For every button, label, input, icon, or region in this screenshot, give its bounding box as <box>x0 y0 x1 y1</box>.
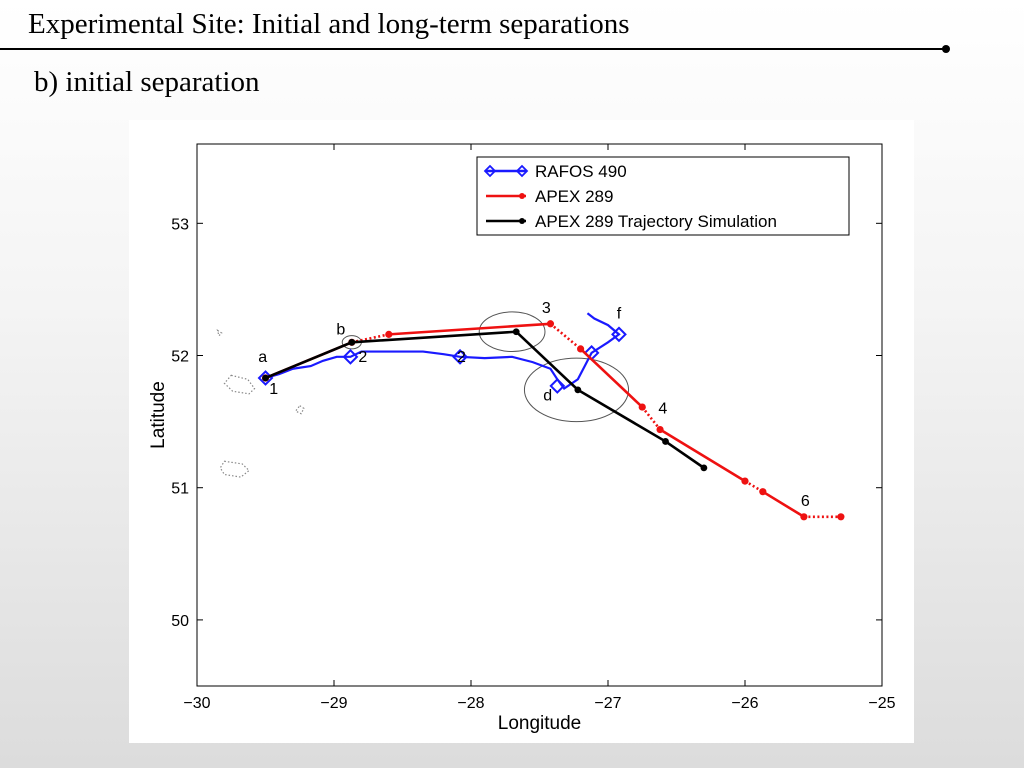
apex-289-point <box>759 488 767 496</box>
apex-289-point <box>656 425 664 434</box>
apex-289-simulation-point <box>662 438 669 445</box>
apex-289-point <box>385 330 393 338</box>
y-tick-label: 50 <box>171 613 189 630</box>
rafos-490-marker <box>452 348 468 365</box>
apex-289-point <box>837 513 845 521</box>
plot-frame <box>196 143 883 687</box>
y-tick-label: 51 <box>171 481 189 498</box>
apex-289-segment <box>641 406 662 431</box>
point-annotation: a <box>258 349 267 366</box>
apex-289-segment <box>744 479 764 493</box>
slide-title: Experimental Site: Initial and long-term… <box>28 8 630 40</box>
apex-289-segment <box>549 322 582 350</box>
title-rule-dot <box>942 45 950 53</box>
separation-ellipse <box>478 311 546 353</box>
legend-marker <box>483 164 497 178</box>
island-outline <box>223 374 256 395</box>
x-tick-label: −25 <box>868 695 895 712</box>
apex-289-simulation-point <box>348 338 356 346</box>
apex-289-point <box>577 345 585 353</box>
legend-label: APEX 289 <box>535 187 613 206</box>
legend-label: APEX 289 Trajectory Simulation <box>535 212 777 231</box>
apex-289-segment <box>388 322 551 336</box>
legend-box <box>476 156 850 236</box>
point-annotation: 3 <box>542 300 551 317</box>
apex-289-point <box>638 403 646 411</box>
rafos-490-marker <box>342 348 359 365</box>
apex-289-point <box>546 320 555 328</box>
axis-ticks-layer: −30 −29 −28 −27 −26 −25 50 51 52 53 <box>171 144 896 712</box>
x-tick-label: −28 <box>457 695 484 712</box>
y-tick-label: 53 <box>171 216 189 233</box>
point-annotation: d <box>543 387 552 404</box>
point-annotation: 2 <box>358 349 367 366</box>
x-tick-label: −26 <box>731 695 758 712</box>
rafos-490-marker <box>549 378 566 394</box>
apex-289-segment <box>579 347 644 409</box>
legend-marker <box>519 218 525 224</box>
apex-289-point <box>741 477 749 485</box>
separation-ellipse <box>523 357 630 423</box>
apex-289-simulation-point <box>512 328 520 336</box>
title-rule <box>0 48 946 50</box>
legend-marker <box>515 164 529 178</box>
coastline-layer <box>216 329 305 478</box>
apex-289-simulation-point <box>700 464 708 472</box>
legend-label: RAFOS 490 <box>535 162 627 181</box>
legend-marker <box>519 193 525 199</box>
rafos-490-marker <box>611 326 627 343</box>
y-axis-label: Latitude <box>148 381 169 449</box>
x-tick-label: −30 <box>183 695 210 712</box>
island-outline <box>216 329 223 337</box>
slide-subtitle: b) initial separation <box>34 66 260 98</box>
apex-289-simulation-line <box>265 330 705 469</box>
point-annotation: 1 <box>269 381 278 398</box>
point-annotation: 2 <box>457 349 466 366</box>
island-outline <box>294 404 305 415</box>
apex-289-simulation-point <box>262 374 269 382</box>
x-tick-label: −29 <box>320 695 347 712</box>
apex-289-point <box>800 513 808 521</box>
series-layer <box>257 312 845 521</box>
y-tick-label: 52 <box>171 349 189 366</box>
apex-289-simulation-point <box>574 386 582 394</box>
point-annotation: b <box>336 321 345 338</box>
island-outline <box>219 460 250 478</box>
apex-289-segment <box>659 428 746 483</box>
apex-289-segment <box>762 490 805 518</box>
point-annotation: 4 <box>658 401 667 418</box>
rafos-490-line <box>265 312 621 391</box>
legend: RAFOS 490 APEX 289 APEX 289 Trajectory Sim… <box>476 156 850 236</box>
x-axis-label: Longitude <box>498 713 581 734</box>
point-annotation: 6 <box>801 493 810 510</box>
point-annotation: f <box>617 305 622 322</box>
x-tick-label: −27 <box>594 695 621 712</box>
